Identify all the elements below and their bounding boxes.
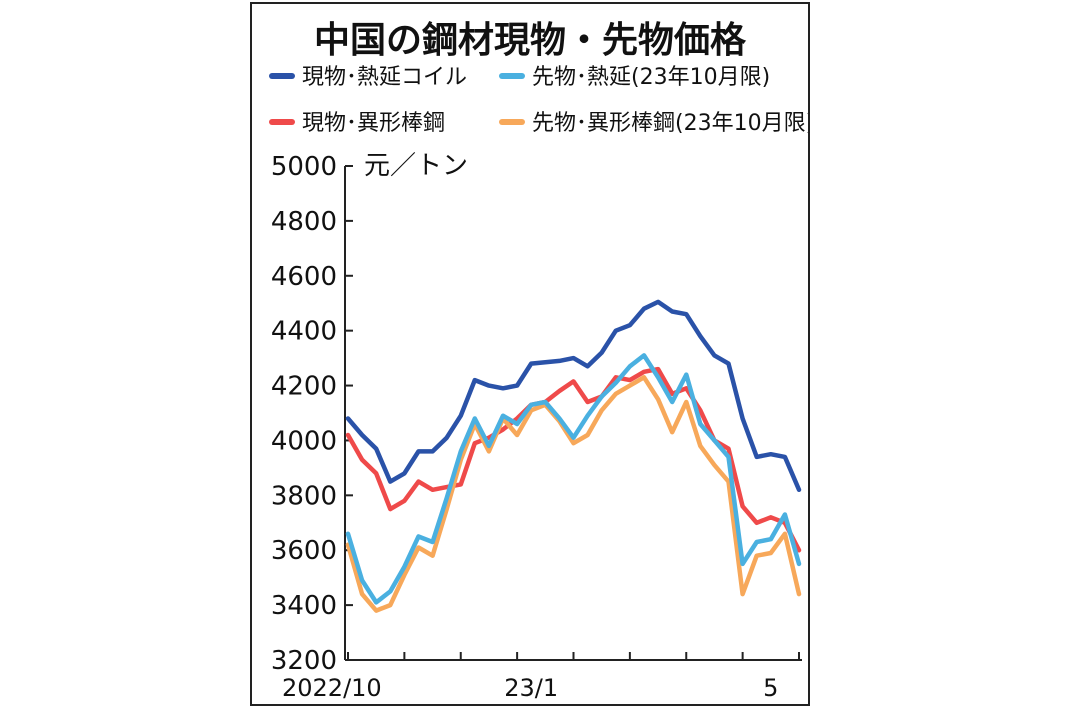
legend-label: 先物･熱延(23年10月限) [532,65,770,90]
plot-area [345,299,802,613]
y-tick-label: 4200 [271,372,337,402]
series-line [345,366,802,553]
legend-label: 先物･異形棒鋼(23年10月限) [532,111,808,136]
chart-title: 中国の鋼材現物・先物価格 [314,20,747,61]
x-tick-label: 5 [763,674,778,702]
y-tick-label: 3400 [271,591,337,621]
x-tick-label: 23/1 [504,674,558,702]
y-tick-label: 4800 [271,207,337,237]
chart-frame: 中国の鋼材現物・先物価格 現物･熱延コイル 先物･熱延(23年10月限) 現物･異形… [250,2,810,706]
y-tick-label: 3800 [271,481,337,511]
y-tick-label: 3600 [271,536,337,566]
y-tick-label: 4600 [271,262,337,292]
y-tick-label: 5000 [271,152,337,182]
legend-label: 現物･異形棒鋼 [302,111,445,136]
y-axis: 5000 4800 4600 4400 4200 4000 3800 3600 3400 3200 [271,152,353,676]
series-line [345,375,802,613]
legend: 現物･熱延コイル 先物･熱延(23年10月限) 現物･異形棒鋼 先物･異形棒鋼(23年… [269,65,808,136]
legend-label: 現物･熱延コイル [302,65,467,90]
x-tick-label: 2022/10 [282,674,382,702]
series-line [345,299,802,493]
y-tick-label: 3200 [271,646,337,676]
chart-svg: 中国の鋼材現物・先物価格 現物･熱延コイル 先物･熱延(23年10月限) 現物･異形… [269,20,808,702]
series-line [345,353,802,605]
unit-label: 元／トン [364,151,468,181]
x-axis: 2022/10 23/1 5 [282,652,802,702]
y-tick-label: 4000 [271,426,337,456]
y-tick-label: 4400 [271,317,337,347]
